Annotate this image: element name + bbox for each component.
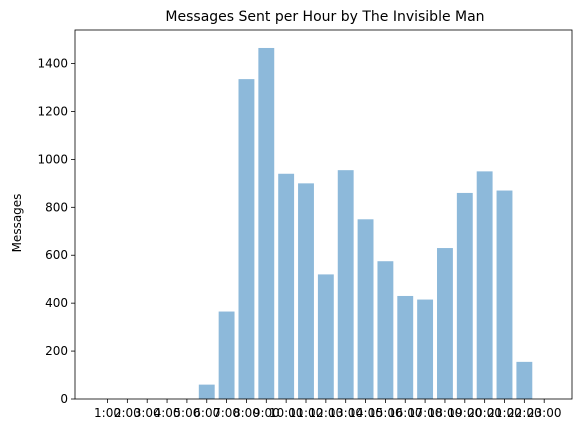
x-tick-label: 13:00 xyxy=(328,406,363,420)
x-tick-label: 6:00 xyxy=(193,406,220,420)
y-tick-label: 800 xyxy=(45,200,68,214)
bar-6:00 xyxy=(198,384,215,399)
y-axis-label: Messages xyxy=(10,194,24,253)
y-tick-label: 0 xyxy=(60,392,68,406)
bar-17:00 xyxy=(417,299,434,399)
bar-7:00 xyxy=(218,311,235,399)
bar-10:00 xyxy=(278,173,295,399)
bar-14:00 xyxy=(357,219,374,399)
x-tick-label: 14:00 xyxy=(348,406,383,420)
x-tick-label: 2:00 xyxy=(114,406,141,420)
x-tick-label: 5:00 xyxy=(173,406,200,420)
x-tick-label: 1:00 xyxy=(94,406,121,420)
x-tick-label: 9:00 xyxy=(253,406,280,420)
x-tick-label: 10:00 xyxy=(269,406,304,420)
y-tick-label: 1200 xyxy=(37,104,68,118)
x-tick-label: 17:00 xyxy=(408,406,443,420)
x-axis: 1:002:003:004:005:006:007:008:009:0010:0… xyxy=(94,399,561,420)
bar-19:00 xyxy=(456,192,473,399)
x-tick-label: 7:00 xyxy=(213,406,240,420)
x-tick-label: 19:00 xyxy=(448,406,483,420)
x-tick-label: 4:00 xyxy=(154,406,181,420)
chart-title: Messages Sent per Hour by The Invisible … xyxy=(165,9,484,25)
x-tick-label: 3:00 xyxy=(134,406,161,420)
x-tick-label: 21:00 xyxy=(487,406,522,420)
x-tick-label: 22:00 xyxy=(507,406,542,420)
bar-8:00 xyxy=(238,79,255,400)
bar-15:00 xyxy=(377,261,394,399)
y-tick-label: 400 xyxy=(45,296,68,310)
plot-frame xyxy=(74,29,573,400)
y-tick-label: 1400 xyxy=(37,57,68,71)
bar-11:00 xyxy=(298,183,314,399)
bars-group xyxy=(198,47,533,400)
bar-9:00 xyxy=(258,47,275,400)
bar-22:00 xyxy=(516,361,533,399)
y-tick-label: 600 xyxy=(45,248,68,262)
y-axis: 0 200 400 600 800 1000 1200 1400 xyxy=(37,57,75,406)
x-tick-label: 11:00 xyxy=(289,406,324,420)
x-tick-label: 15:00 xyxy=(368,406,403,420)
x-tick-label: 8:00 xyxy=(233,406,260,420)
y-tick-label: 200 xyxy=(45,344,68,358)
y-tick-label: 1000 xyxy=(37,152,68,166)
bar-13:00 xyxy=(337,170,354,399)
x-tick-label: 18:00 xyxy=(428,406,463,420)
bar-21:00 xyxy=(496,190,513,399)
bar-16:00 xyxy=(397,295,414,399)
x-tick-label: 23:00 xyxy=(527,406,562,420)
x-tick-label: 20:00 xyxy=(467,406,502,420)
x-tick-label: 12:00 xyxy=(309,406,344,420)
x-tick-label: 16:00 xyxy=(388,406,423,420)
bar-20:00 xyxy=(476,171,493,399)
bar-18:00 xyxy=(437,248,453,399)
bar-12:00 xyxy=(317,274,334,399)
